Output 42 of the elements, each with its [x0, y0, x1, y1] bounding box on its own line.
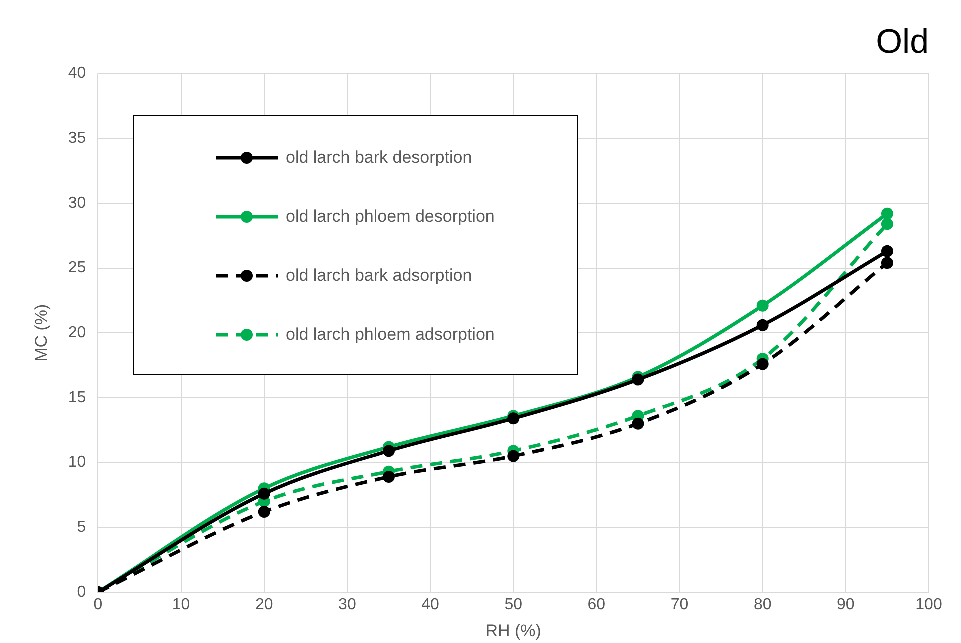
chart-title: Old: [876, 22, 929, 61]
point: [881, 245, 894, 258]
legend-label: old larch bark desorption: [286, 148, 472, 168]
y-tick-label: 0: [77, 584, 86, 601]
x-tick-label: 50: [504, 596, 523, 614]
x-tick-label: 10: [172, 596, 190, 614]
point: [258, 488, 270, 500]
y-axis-title: MC (%): [32, 304, 51, 362]
x-tick-label: 40: [422, 596, 440, 614]
x-tick-label: 30: [338, 596, 356, 614]
point: [881, 218, 894, 230]
x-tick-label: 80: [754, 596, 772, 614]
x-tick-label: 100: [916, 596, 942, 614]
y-tick-label: 15: [68, 389, 86, 406]
point: [508, 450, 520, 462]
y-tick-label: 10: [68, 454, 86, 472]
point: [382, 445, 395, 458]
point: [632, 374, 644, 386]
legend-label: old larch phloem adsorption: [286, 324, 495, 344]
point: [258, 506, 270, 518]
x-tick-label: 70: [670, 596, 689, 614]
point: [756, 319, 769, 332]
point: [508, 412, 520, 425]
y-tick-label: 5: [77, 518, 86, 536]
x-tick-label: 0: [94, 596, 103, 614]
legend-label: old larch bark adsorption: [286, 266, 472, 286]
point: [756, 358, 769, 370]
y-tick-label: 25: [68, 260, 86, 277]
point: [382, 471, 395, 484]
x-tick-label: 90: [837, 596, 855, 614]
y-tick-label: 30: [68, 194, 86, 212]
y-tick-label: 20: [68, 324, 86, 342]
legend-label: old larch phloem desorption: [286, 206, 495, 226]
point: [756, 300, 769, 312]
y-tick-label: 35: [68, 130, 86, 148]
x-tick-label: 20: [255, 596, 274, 614]
point: [881, 208, 894, 220]
x-tick-label: 60: [588, 596, 606, 614]
x-axis-title: RH (%): [486, 621, 542, 640]
point: [881, 257, 894, 270]
point: [632, 418, 644, 430]
y-tick-label: 40: [68, 65, 86, 82]
